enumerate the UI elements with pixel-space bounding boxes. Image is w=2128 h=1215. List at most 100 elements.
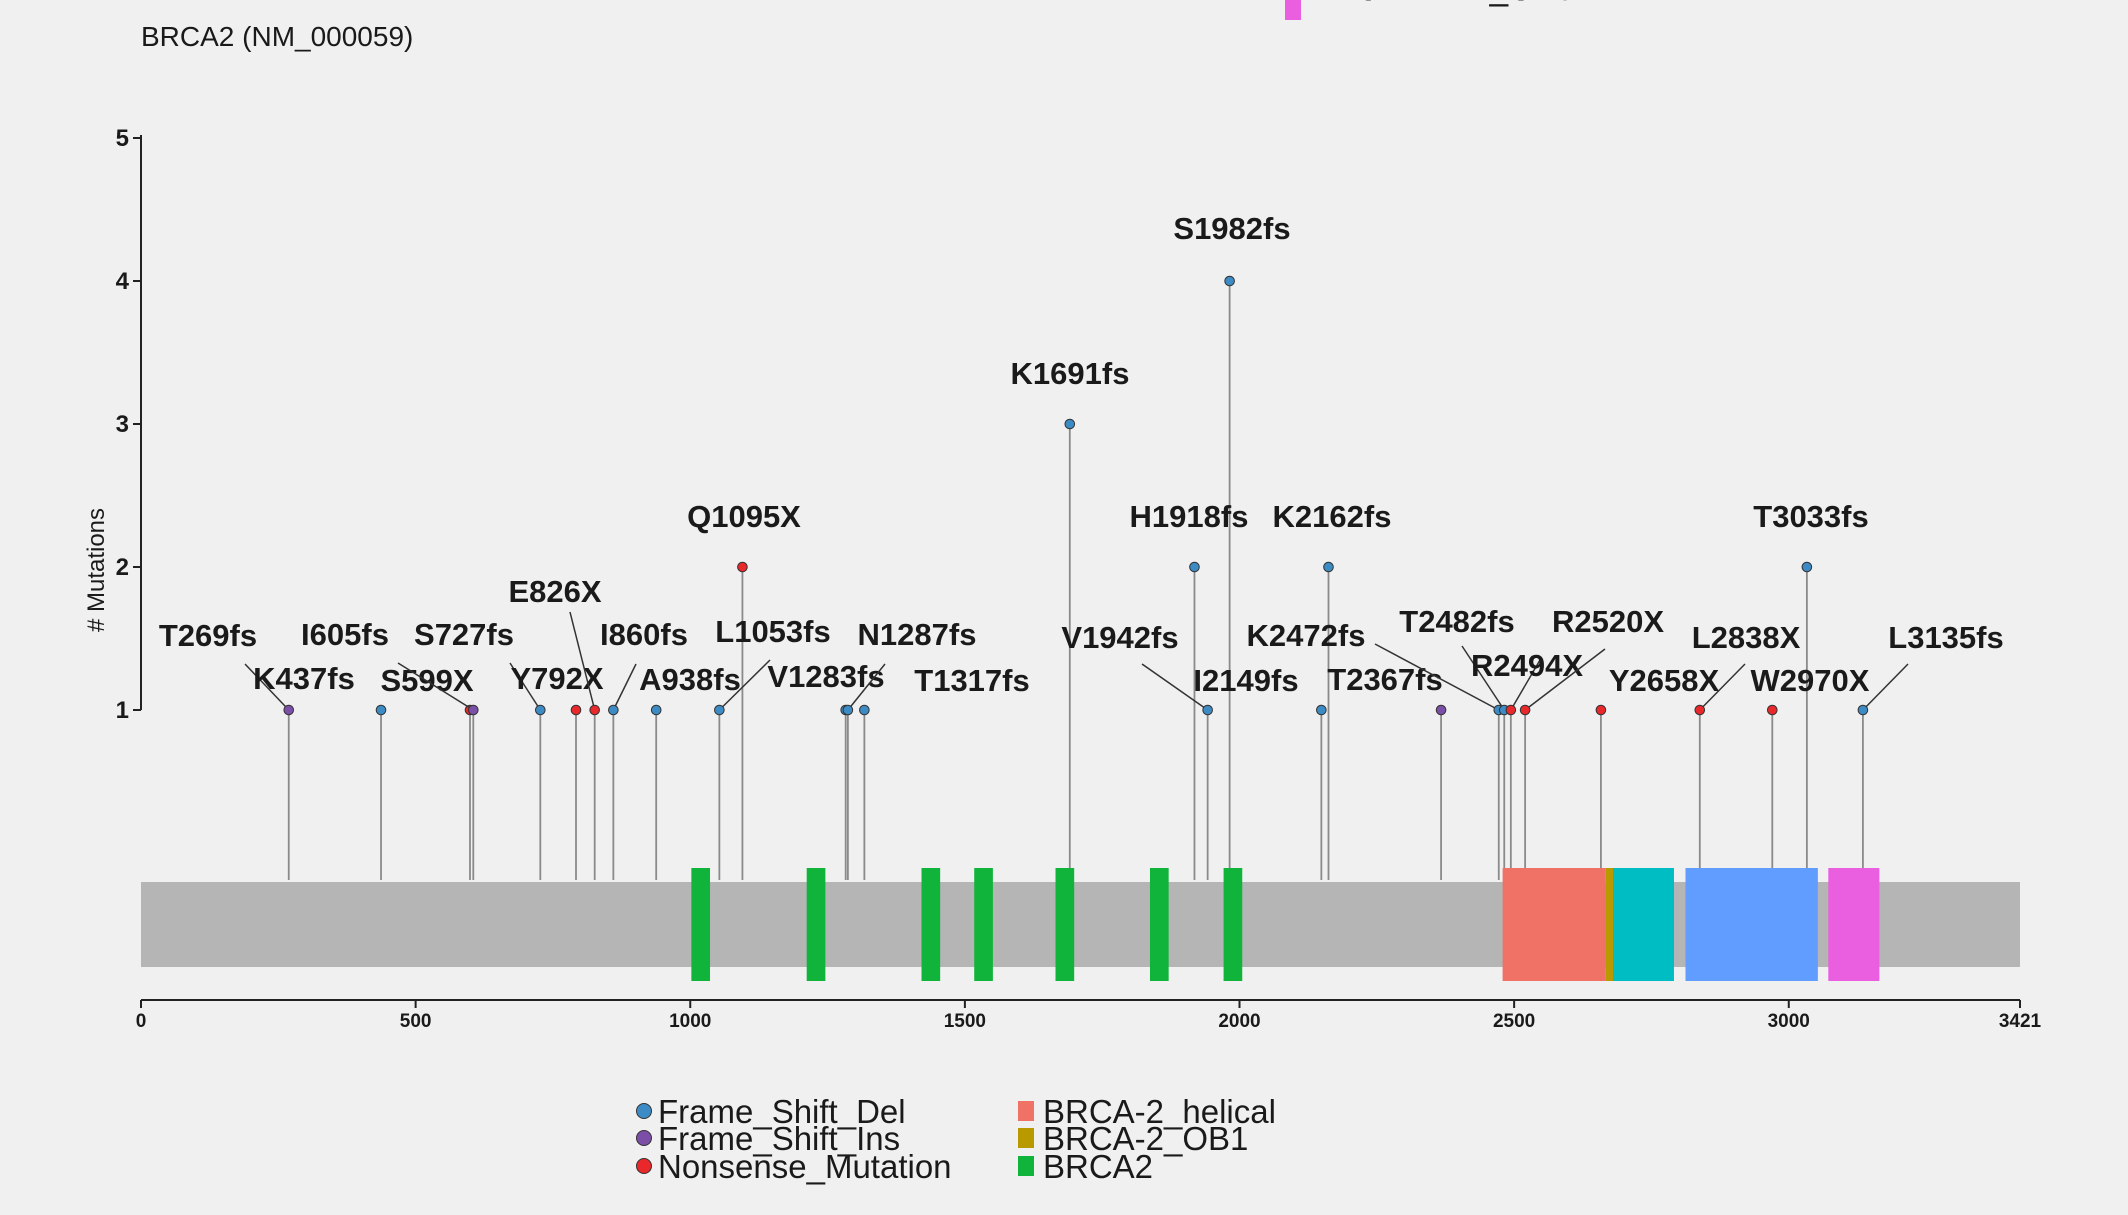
mutation-point [283, 704, 295, 716]
mutation-label: A938fs [639, 662, 741, 697]
legend-domain-label: BRCA2DBD_OB1 [1310, 0, 1574, 7]
domain-brca2dbd-ob2 [1685, 868, 1818, 981]
domain-brca2 [691, 868, 711, 981]
mutation-label: K2472fs [1247, 618, 1366, 653]
mutation-point [714, 704, 725, 716]
chart-title: BRCA2 (NM_000059) [141, 21, 413, 52]
mutation-point [535, 704, 546, 716]
mutation-label: N1287fs [858, 617, 977, 652]
mutation-label: L2838X [1692, 620, 1801, 655]
y-axis-label: # Mutations [83, 508, 110, 632]
x-tick-label: 2500 [1493, 1011, 1535, 1032]
label-leader [612, 663, 637, 711]
legend-domain-swatch [1018, 1101, 1034, 1121]
legend-domain-label: BRCA-2_helical [1043, 1093, 1276, 1130]
legend-domain-label: BRCA2 [1043, 1148, 1153, 1185]
mutation-label: T1317fs [914, 663, 1029, 698]
mutation-label: W2970X [1751, 663, 1870, 698]
label-leader [1862, 663, 1909, 711]
x-tick-label: 500 [400, 1011, 432, 1032]
label-leader [244, 663, 290, 711]
mutation-label: V1283fs [767, 659, 884, 694]
legend-domain-label: BRCA2DBD_OB2 [1310, 0, 1574, 7]
legend-mutation-label: Frame_Shift_Del [658, 1093, 906, 1130]
label-leader [1510, 659, 1541, 711]
mutation-point [1857, 704, 1869, 716]
mutation-point [842, 704, 854, 716]
mutation-point [375, 704, 387, 716]
mutation-label: R2494X [1471, 648, 1583, 683]
mutation-point [650, 704, 662, 716]
mutation-label: S1982fs [1173, 211, 1290, 246]
mutation-point [1064, 418, 1076, 430]
x-tick-label: 0 [136, 1011, 147, 1032]
mutation-point [1435, 704, 1447, 716]
mutation-label: I605fs [301, 617, 389, 652]
domain-brca2 [1223, 868, 1243, 981]
mutation-point [467, 704, 479, 716]
legend-domain-swatch [1018, 1156, 1034, 1176]
mutation-point [608, 704, 619, 716]
x-tick-label: 3421 [1999, 1011, 2042, 1032]
mutation-label: H1918fs [1130, 499, 1249, 534]
label-leader [509, 662, 541, 711]
domain-brca2 [1149, 868, 1169, 981]
mutation-point [589, 704, 600, 716]
legend: Frame_Shift_DelFrame_Shift_InsNonsense_M… [636, 0, 1574, 1185]
x-tick-label: 3000 [1768, 1011, 1810, 1032]
x-tick-label: 1500 [944, 1011, 986, 1032]
label-leader [397, 662, 474, 711]
domain-brca2 [806, 868, 826, 981]
legend-domain-swatch [1285, 0, 1301, 20]
mutation-point [1694, 704, 1706, 716]
y-tick-label: 5 [116, 125, 129, 152]
mutation-label: Y2658X [1609, 663, 1720, 698]
domain-brca2 [921, 868, 941, 981]
label-leader [1461, 645, 1505, 711]
legend-mutation-swatch [636, 1130, 652, 1146]
mutation-point [1202, 704, 1213, 716]
domain-brca-2-helical [1502, 868, 1606, 981]
legend-domain-swatch [1018, 1128, 1034, 1148]
mutation-point [1505, 704, 1517, 716]
mutation-label: R2520X [1552, 604, 1664, 639]
y-tick-label: 2 [116, 554, 129, 581]
y-tick-label: 3 [116, 411, 129, 438]
domain-brca2 [974, 868, 993, 981]
mutation-point [859, 704, 870, 716]
legend-domain-label: BRCA2DBD_OB3 [1310, 0, 1574, 7]
mutation-label: T269fs [159, 618, 257, 653]
label-leader [847, 663, 886, 711]
legend-domain-label: BRCA-2_OB1 [1043, 1120, 1248, 1157]
domain-brca-2-ob1 [1605, 868, 1614, 981]
mutation-label: T2482fs [1399, 604, 1514, 639]
mutation-point [1766, 704, 1778, 716]
mutation-point [1323, 561, 1334, 573]
plot-area: 1 2 3 4 5 0 500 1000 1500 2000 2500 3000 3421 T269fs K… [116, 125, 2042, 1032]
mutation-label: E826X [508, 574, 601, 609]
x-tick-label: 1000 [669, 1011, 711, 1032]
x-tick-label: 2000 [1218, 1011, 1260, 1032]
mutation-label: S727fs [414, 617, 514, 652]
legend-mutation-label: Nonsense_Mutation [658, 1148, 952, 1185]
mutation-point [1801, 561, 1813, 573]
domain-brca2dbd-ob1 [1613, 868, 1674, 981]
mutation-label: V1942fs [1061, 620, 1178, 655]
mutation-label: L3135fs [1888, 620, 2003, 655]
mutation-point [1595, 704, 1607, 716]
mutation-label: I2149fs [1193, 663, 1298, 698]
mutation-label: I860fs [600, 617, 688, 652]
mutation-label: Y792X [510, 661, 603, 696]
legend-mutation-swatch [636, 1158, 652, 1174]
label-leader [1699, 663, 1746, 711]
mutation-point [570, 704, 582, 716]
label-leader [718, 659, 771, 711]
legend-mutation-swatch [636, 1103, 652, 1119]
domain-brca2dbd-ob3 [1828, 868, 1880, 981]
legend-mutation-label: Frame_Shift_Ins [658, 1120, 900, 1157]
label-leader [1374, 643, 1500, 711]
label-leader [569, 611, 596, 711]
mutation-point [737, 561, 748, 573]
y-tick-label: 1 [116, 697, 129, 724]
